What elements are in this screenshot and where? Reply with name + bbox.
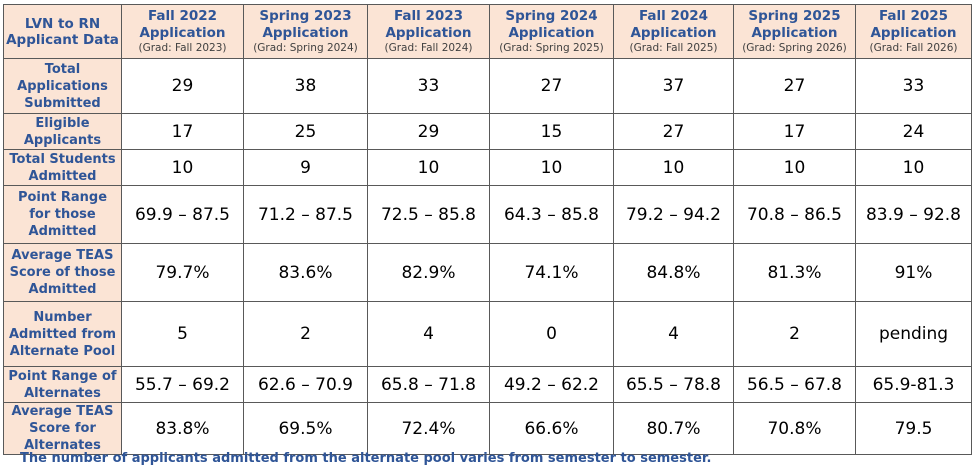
- column-title: Fall 2023 Application: [385, 8, 472, 41]
- alternate-teas-row: Average TEAS Score for Alternates 83.8% 69…: [3, 402, 972, 455]
- row-header: Total Applications Submitted: [3, 58, 122, 114]
- column-header: Fall 2024 Application (Grad: Fall 2025): [613, 4, 734, 59]
- total-applications-row: Total Applications Submitted 29 38 33 27 37 27…: [3, 58, 972, 114]
- column-title: Spring 2025 Application: [748, 8, 841, 41]
- data-cell: 10: [121, 149, 244, 186]
- alternate-admitted-row: Number Admitted from Alternate Pool 5 2 4 0 4…: [3, 301, 972, 367]
- row-header: Average TEAS Score of those Admitted: [3, 243, 122, 302]
- column-subtitle: (Grad: Fall 2023): [138, 42, 227, 54]
- data-cell: 83.8%: [121, 402, 244, 455]
- row-header: Total Students Admitted: [3, 149, 122, 186]
- data-cell: 10: [733, 149, 856, 186]
- data-cell: 91%: [855, 243, 972, 302]
- data-cell: 10: [613, 149, 734, 186]
- data-cell: 81.3%: [733, 243, 856, 302]
- data-cell: 33: [855, 58, 972, 114]
- data-cell: 10: [855, 149, 972, 186]
- data-cell: 17: [121, 113, 244, 150]
- data-cell: 72.4%: [367, 402, 490, 455]
- eligible-applicants-row: Eligible Applicants 17 25 29 15 27 17 24: [3, 113, 972, 150]
- data-cell: 24: [855, 113, 972, 150]
- data-cell: 37: [613, 58, 734, 114]
- data-cell: 55.7 – 69.2: [121, 366, 244, 403]
- data-cell: 4: [613, 301, 734, 367]
- data-cell: 17: [733, 113, 856, 150]
- table-body: LVN to RN Applicant Data Fall 2022 Appli…: [3, 4, 972, 455]
- data-cell: 83.6%: [243, 243, 368, 302]
- data-cell: 72.5 – 85.8: [367, 185, 490, 244]
- column-header: Fall 2022 Application (Grad: Fall 2023): [121, 4, 244, 59]
- data-cell: 15: [489, 113, 614, 150]
- row-header: Number Admitted from Alternate Pool: [3, 301, 122, 367]
- data-cell: 71.2 – 87.5: [243, 185, 368, 244]
- data-cell: 62.6 – 70.9: [243, 366, 368, 403]
- data-cell: 83.9 – 92.8: [855, 185, 972, 244]
- data-cell: 64.3 – 85.8: [489, 185, 614, 244]
- footnote: The number of applicants admitted from t…: [20, 451, 712, 466]
- admitted-teas-row: Average TEAS Score of those Admitted 79.7…: [3, 243, 972, 302]
- data-cell: 65.5 – 78.8: [613, 366, 734, 403]
- column-subtitle: (Grad: Spring 2024): [253, 42, 358, 54]
- data-cell: 79.7%: [121, 243, 244, 302]
- data-cell: 80.7%: [613, 402, 734, 455]
- column-subtitle: (Grad: Fall 2024): [384, 42, 473, 54]
- data-cell: 5: [121, 301, 244, 367]
- data-cell: 9: [243, 149, 368, 186]
- column-subtitle: (Grad: Spring 2026): [742, 42, 847, 54]
- column-title: Fall 2022 Application: [139, 8, 226, 41]
- data-cell: 0: [489, 301, 614, 367]
- data-cell: 33: [367, 58, 490, 114]
- total-admitted-row: Total Students Admitted 10 9 10 10 10 10 10: [3, 149, 972, 186]
- column-header: Spring 2025 Application (Grad: Spring 202…: [733, 4, 856, 59]
- column-subtitle: (Grad: Fall 2025): [629, 42, 718, 54]
- data-cell: 82.9%: [367, 243, 490, 302]
- data-cell: 27: [489, 58, 614, 114]
- corner-header: LVN to RN Applicant Data: [3, 4, 122, 59]
- column-title: Fall 2024 Application: [630, 8, 717, 41]
- data-cell: 56.5 – 67.8: [733, 366, 856, 403]
- row-header: Point Range for those Admitted: [3, 185, 122, 244]
- row-header: Eligible Applicants: [3, 113, 122, 150]
- data-cell: 74.1%: [489, 243, 614, 302]
- data-cell: 65.9-81.3: [855, 366, 972, 403]
- data-cell: 79.5: [855, 402, 972, 455]
- data-cell: 84.8%: [613, 243, 734, 302]
- data-cell: 65.8 – 71.8: [367, 366, 490, 403]
- column-header: Spring 2024 Application (Grad: Spring 202…: [489, 4, 614, 59]
- data-cell: 27: [733, 58, 856, 114]
- data-cell: 2: [733, 301, 856, 367]
- alternate-point-range-row: Point Range of Alternates 55.7 – 69.2 62.6…: [3, 366, 972, 403]
- column-title: Fall 2025 Application: [870, 8, 957, 41]
- data-cell: 38: [243, 58, 368, 114]
- column-subtitle: (Grad: Fall 2026): [869, 42, 958, 54]
- column-subtitle: (Grad: Spring 2025): [499, 42, 604, 54]
- data-cell: 29: [121, 58, 244, 114]
- data-cell: 4: [367, 301, 490, 367]
- data-cell: 10: [489, 149, 614, 186]
- data-cell: 2: [243, 301, 368, 367]
- data-cell: 25: [243, 113, 368, 150]
- column-header: Spring 2023 Application (Grad: Spring 202…: [243, 4, 368, 59]
- data-cell: 27: [613, 113, 734, 150]
- data-cell: 69.5%: [243, 402, 368, 455]
- row-header: Average TEAS Score for Alternates: [3, 402, 122, 455]
- column-header: Fall 2025 Application (Grad: Fall 2026): [855, 4, 972, 59]
- applicant-data-table: LVN to RN Applicant Data Fall 2022 Appli…: [3, 4, 972, 455]
- row-header: Point Range of Alternates: [3, 366, 122, 403]
- data-cell: 69.9 – 87.5: [121, 185, 244, 244]
- column-header: Fall 2023 Application (Grad: Fall 2024): [367, 4, 490, 59]
- data-cell: 70.8%: [733, 402, 856, 455]
- data-cell: 10: [367, 149, 490, 186]
- data-cell: 49.2 – 62.2: [489, 366, 614, 403]
- admitted-point-range-row: Point Range for those Admitted 69.9 – 87.…: [3, 185, 972, 244]
- column-title: Spring 2024 Application: [505, 8, 598, 41]
- header-row: LVN to RN Applicant Data Fall 2022 Appli…: [3, 4, 972, 59]
- column-title: Spring 2023 Application: [259, 8, 352, 41]
- data-cell: pending: [855, 301, 972, 367]
- data-cell: 66.6%: [489, 402, 614, 455]
- data-cell: 70.8 – 86.5: [733, 185, 856, 244]
- data-cell: 79.2 – 94.2: [613, 185, 734, 244]
- data-cell: 29: [367, 113, 490, 150]
